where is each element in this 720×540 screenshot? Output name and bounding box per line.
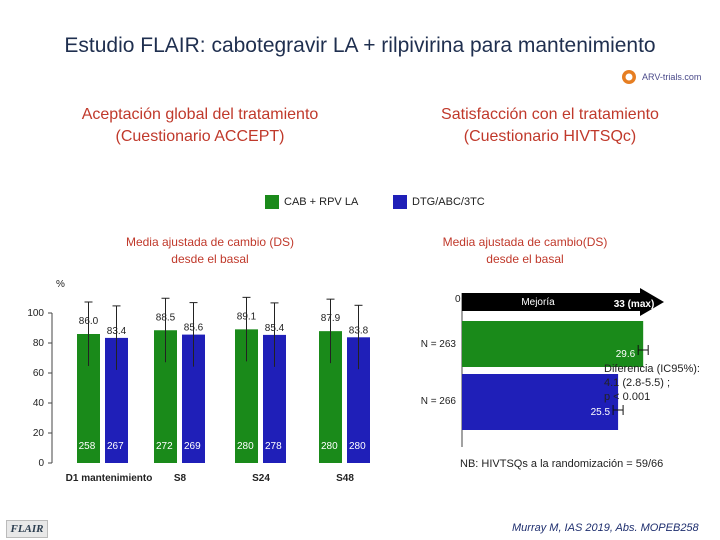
data-label: 29.6 <box>616 349 636 360</box>
x-tick-label: S8 <box>174 473 187 484</box>
data-label: 89.1 <box>237 311 257 322</box>
arv-trials-logo: ARV-trials.com <box>620 68 710 86</box>
slide-title: Estudio FLAIR: cabotegravir LA + rilpivi… <box>64 34 656 57</box>
max-label: 33 (max) <box>614 299 655 310</box>
legend-swatch-dtg <box>393 195 407 209</box>
hivtsq-note: NB: HIVTSQs a la randomización = 59/66 <box>460 458 664 470</box>
y-tick-label: 80 <box>33 338 45 349</box>
y-axis-label: % <box>56 279 65 290</box>
data-label: 88.5 <box>156 312 176 323</box>
n-label: 269 <box>184 441 201 452</box>
bar-dtg <box>182 334 205 463</box>
n-label: 280 <box>349 441 366 452</box>
data-label: 83.8 <box>349 325 369 336</box>
logo-mark-icon <box>622 70 636 84</box>
bar-cab-rpv <box>462 321 644 367</box>
bar-cab-rpv <box>235 329 258 463</box>
n-label: 280 <box>237 441 254 452</box>
data-label: 83.4 <box>107 326 127 337</box>
right-subtitle: Media ajustada de cambio(DS) desde el ba… <box>400 234 650 268</box>
data-label: 25.5 <box>591 407 611 418</box>
difference-line-1: Diferencia (IC95%): <box>604 363 700 375</box>
bar-cab-rpv <box>77 334 100 463</box>
n-label: 280 <box>321 441 338 452</box>
difference-text: Diferencia (IC95%): 4.1 (2.8-5.5) ; p < … <box>604 362 700 404</box>
n-label: N = 258 <box>60 441 96 452</box>
bar-cab-rpv <box>154 330 177 463</box>
left-heading: Aceptación global del tratamiento (Cuest… <box>50 104 350 148</box>
right-heading-line-2: (Cuestionario HIVTSQc) <box>463 128 637 145</box>
data-label: 85.6 <box>184 323 204 334</box>
citation: Murray M, IAS 2019, Abs. MOPEB258 <box>512 522 699 534</box>
data-label: 87.9 <box>321 313 341 324</box>
y-tick-label: 20 <box>33 428 45 439</box>
logo-text: ARV-trials.com <box>642 72 702 82</box>
bar-dtg <box>347 337 370 463</box>
y-tick-label: 40 <box>33 398 45 409</box>
right-heading-line-1: Satisfacción con el tratamiento <box>441 106 659 123</box>
legend-label-dtg: DTG/ABC/3TC <box>412 196 485 208</box>
left-heading-line-1: Aceptación global del tratamiento <box>81 106 319 123</box>
n-label: 267 <box>107 441 124 452</box>
flair-logo: FLAIR <box>6 520 48 538</box>
bar-dtg <box>462 374 619 430</box>
y-tick-label: 0 <box>38 458 44 469</box>
difference-line-2: 4.1 (2.8-5.5) ; <box>604 377 671 389</box>
x-tick-label: D1 mantenimiento <box>66 473 153 484</box>
difference-line-3: p < 0.001 <box>604 391 651 403</box>
right-subtitle-line-1: Media ajustada de cambio(DS) <box>442 235 608 249</box>
bar-dtg <box>105 337 128 463</box>
y-tick-label: 100 <box>27 308 44 319</box>
bar-cab-rpv <box>319 331 342 463</box>
axis-start-label: 0 <box>455 294 461 305</box>
improvement-arrow-icon <box>462 288 664 316</box>
left-subtitle-line-2: desde el basal <box>171 252 249 266</box>
y-tick-label: 60 <box>33 368 45 379</box>
left-subtitle-line-1: Media ajustada de cambio (DS) <box>125 235 295 249</box>
n-label: 272 <box>156 441 173 452</box>
x-tick-label: S24 <box>252 473 270 484</box>
left-heading-line-2: (Cuestionario ACCEPT) <box>115 128 285 145</box>
bar-dtg <box>263 334 286 463</box>
legend-label-cab-rpv: CAB + RPV LA <box>284 196 359 208</box>
data-label: 85.4 <box>265 323 285 334</box>
n-label: N = 266 <box>421 396 457 407</box>
right-subtitle-line-2: desde el basal <box>486 252 564 266</box>
n-label: N = 263 <box>421 339 457 350</box>
legend-swatch-cab-rpv <box>265 195 279 209</box>
left-subtitle: Media ajustada de cambio (DS) desde el b… <box>90 234 330 268</box>
n-label: 278 <box>265 441 282 452</box>
x-tick-label: S48 <box>336 473 354 484</box>
data-label: 86.0 <box>79 316 99 327</box>
arrow-label: Mejoría <box>521 297 555 308</box>
right-heading: Satisfacción con el tratamiento (Cuestio… <box>400 104 700 148</box>
